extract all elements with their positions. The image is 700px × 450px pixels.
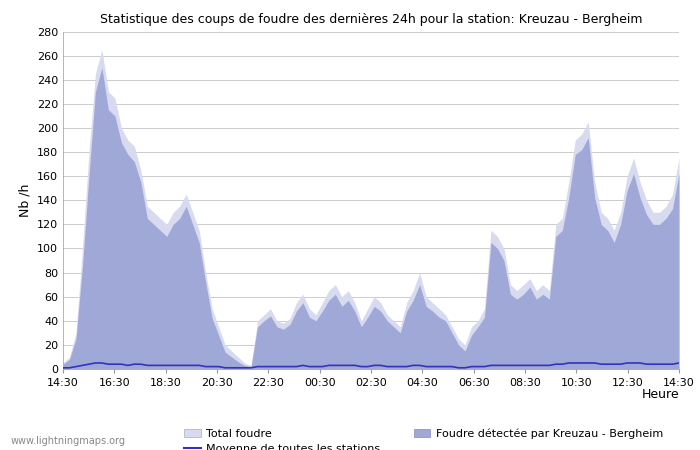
Legend: Total foudre, Moyenne de toutes les stations, Foudre détectée par Kreuzau - Berg: Total foudre, Moyenne de toutes les stat… [179, 424, 668, 450]
Y-axis label: Nb /h: Nb /h [18, 184, 32, 217]
Text: Heure: Heure [641, 387, 679, 400]
Text: www.lightningmaps.org: www.lightningmaps.org [10, 436, 125, 446]
Title: Statistique des coups de foudre des dernières 24h pour la station: Kreuzau - Ber: Statistique des coups de foudre des dern… [99, 13, 643, 26]
